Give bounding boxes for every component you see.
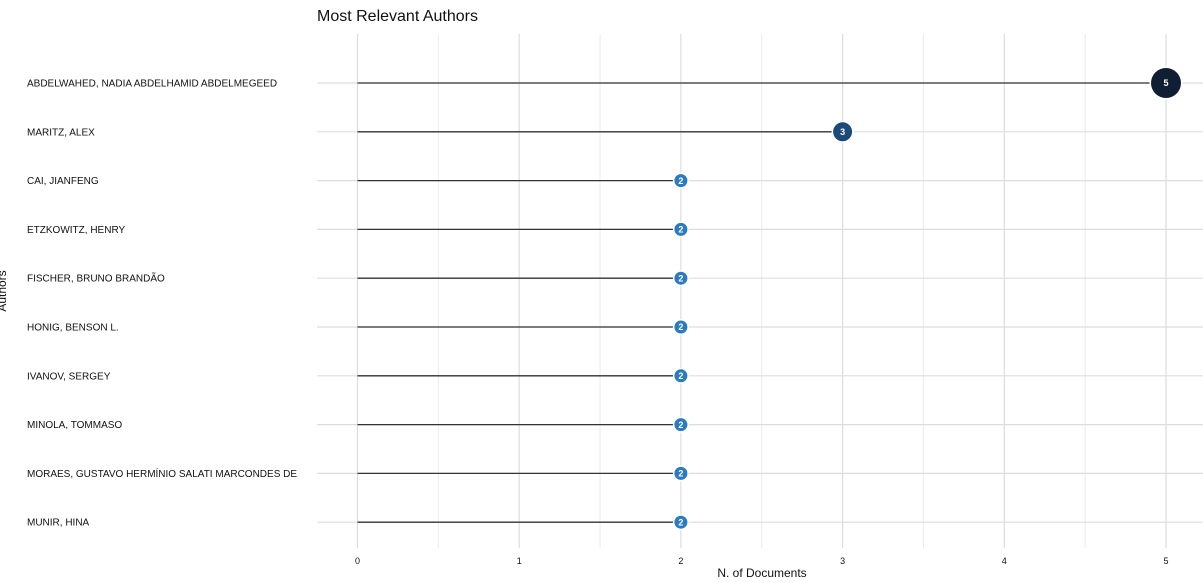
data-label: 2 <box>678 517 683 527</box>
x-tick-label: 2 <box>678 556 683 566</box>
x-tick-label: 5 <box>1163 556 1168 566</box>
author-label: ETZKOWITZ, HENRY <box>27 225 125 236</box>
author-label: MUNIR, HINA <box>27 518 90 529</box>
x-axis-label: N. of Documents <box>717 566 807 580</box>
x-tick-label: 4 <box>1002 556 1007 566</box>
author-label: MARITZ, ALEX <box>27 127 95 138</box>
data-point <box>674 466 688 480</box>
author-label: MORAES, GUSTAVO HERMÍNIO SALATI MARCONDE… <box>27 467 297 480</box>
data-point <box>674 418 688 432</box>
data-label: 3 <box>840 127 845 137</box>
data-label: 2 <box>678 469 683 479</box>
chart-title: Most Relevant Authors <box>317 8 478 25</box>
data-point <box>1151 68 1181 98</box>
data-label: 2 <box>678 322 683 332</box>
data-label: 2 <box>678 273 683 283</box>
data-point <box>674 222 688 236</box>
data-label: 2 <box>678 176 683 186</box>
data-label: 2 <box>678 420 683 430</box>
data-point <box>674 320 688 334</box>
data-point <box>674 271 688 285</box>
data-point <box>674 174 688 188</box>
author-label: FISCHER, BRUNO BRANDÃO <box>27 272 165 285</box>
author-label: IVANOV, SERGEY <box>27 371 111 382</box>
x-tick-label: 0 <box>355 556 360 566</box>
author-label: CAI, JIANFENG <box>27 176 99 187</box>
data-point <box>833 122 853 142</box>
data-point <box>674 369 688 383</box>
author-label: ABDELWAHED, NADIA ABDELHAMID ABDELMEGEED <box>27 79 277 90</box>
data-label: 2 <box>678 371 683 381</box>
x-tick-label: 3 <box>840 556 845 566</box>
author-label: HONIG, BENSON L. <box>27 323 119 334</box>
data-point <box>674 515 688 529</box>
author-label: MINOLA, TOMMASO <box>27 420 122 431</box>
data-label: 5 <box>1163 78 1168 88</box>
x-tick-label: 1 <box>517 556 522 566</box>
data-label: 2 <box>678 225 683 235</box>
